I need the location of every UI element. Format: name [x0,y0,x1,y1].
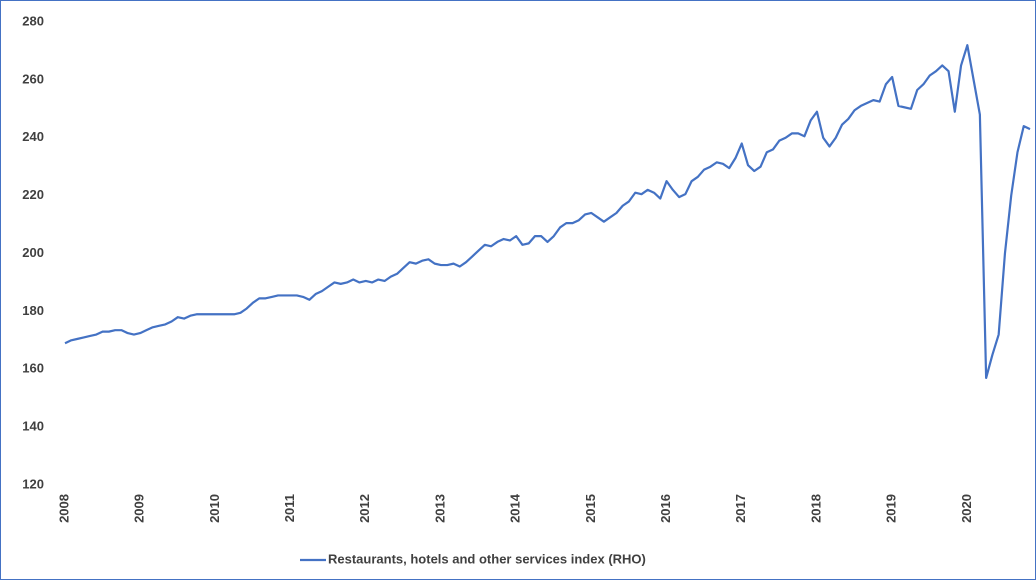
y-tick-label: 220 [22,187,44,202]
y-tick-label: 120 [22,476,44,491]
x-tick-label: 2008 [56,494,71,523]
x-tick-label: 2015 [583,494,598,523]
data-line [64,44,1031,380]
x-tick-label: 2011 [282,494,297,522]
x-tick-label: 2017 [733,494,748,523]
y-tick-label: 200 [22,245,44,260]
x-tick-label: 2014 [508,493,523,523]
y-tick-label: 260 [22,71,44,86]
x-tick-label: 2019 [884,494,899,523]
y-tick-label: 180 [22,303,44,318]
y-tick-label: 280 [22,13,44,28]
y-tick-label: 140 [22,419,44,434]
y-tick-label: 160 [22,361,44,376]
x-tick-label: 2010 [207,494,222,523]
legend-label: Restaurants, hotels and other services i… [328,551,646,566]
x-tick-label: 2016 [658,494,673,523]
y-tick-label: 240 [22,129,44,144]
x-tick-label: 2013 [432,494,447,523]
x-tick-label: 2012 [357,494,372,523]
x-tick-label: 2009 [132,494,147,523]
x-tick-label: 2018 [808,494,823,523]
x-tick-label: 2020 [959,494,974,523]
